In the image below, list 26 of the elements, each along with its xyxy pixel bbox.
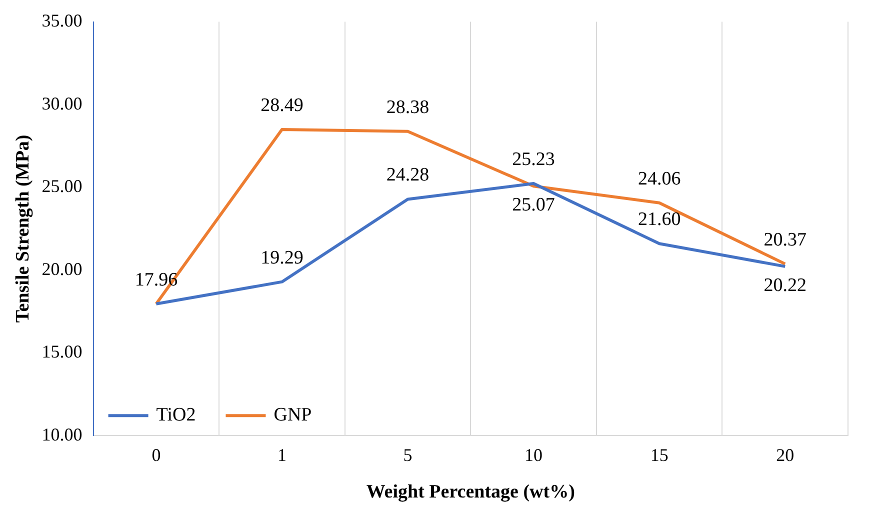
y-tick-label: 10.00	[42, 424, 82, 444]
x-axis-title: Weight Percentage (wt%)	[366, 482, 575, 503]
legend-label: GNP	[274, 404, 312, 426]
data-label: 20.22	[764, 274, 806, 296]
data-label: 19.29	[260, 247, 304, 268]
y-tick-label: 15.00	[42, 342, 82, 362]
data-label: 25.23	[512, 148, 555, 170]
x-tick-label: 5	[403, 445, 412, 466]
data-label: 24.06	[638, 168, 681, 190]
legend-label: TiO2	[156, 404, 196, 426]
data-label: 20.37	[764, 229, 806, 250]
x-tick-label: 20	[776, 445, 794, 466]
y-tick-label: 20.00	[42, 258, 82, 279]
data-label: 28.49	[260, 95, 304, 116]
x-tick-label: 15	[650, 445, 668, 466]
x-tick-label: 0	[152, 445, 161, 466]
data-label: 24.28	[386, 164, 430, 186]
y-tick-label: 25.00	[42, 176, 82, 196]
data-label: 28.38	[386, 96, 430, 118]
data-label: 25.07	[512, 194, 555, 216]
x-tick-label: 1	[277, 445, 286, 466]
y-tick-label: 35.00	[42, 10, 82, 31]
x-tick-label: 10	[524, 445, 543, 466]
y-axis-title: Tensile Strength (MPa)	[12, 134, 34, 323]
y-tick-label: 30.00	[42, 93, 82, 114]
data-label: 21.60	[638, 209, 681, 230]
